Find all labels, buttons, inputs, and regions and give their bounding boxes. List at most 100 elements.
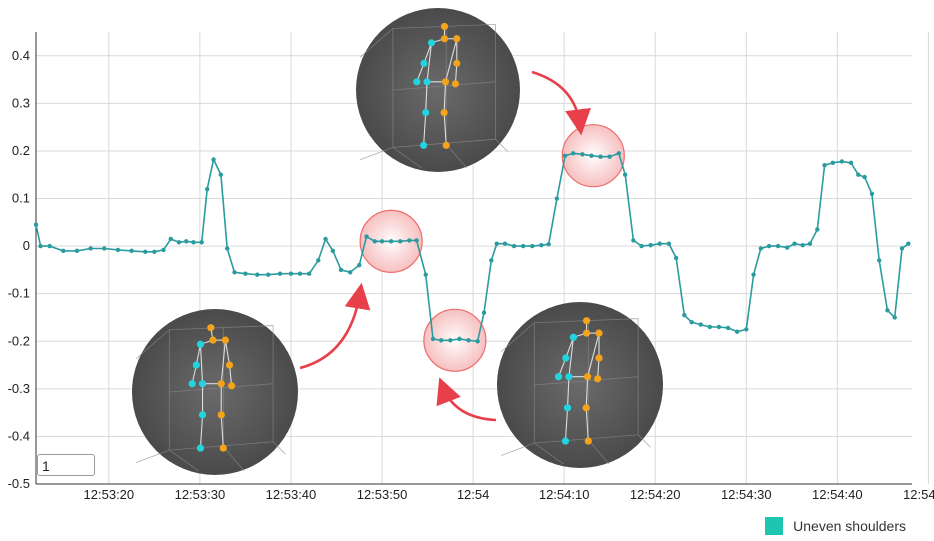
joint-right [582,404,590,412]
x-tick-label: 12:53:20 [84,487,135,502]
joint-left [196,340,205,348]
data-point [481,310,487,315]
data-point [176,240,182,245]
x-tick-label: 12:53:50 [357,487,408,502]
skeleton-inset [132,309,298,475]
joint-right [582,329,591,337]
data-point [869,191,875,196]
joint-right [440,22,449,31]
zoom-input[interactable]: 1 [37,454,95,476]
data-point [607,154,612,159]
data-point [751,272,756,277]
joint-left [422,108,430,117]
joint-left [198,411,207,419]
data-point [639,243,644,249]
data-point [379,239,385,244]
data-point [466,338,471,343]
data-point [766,243,772,249]
data-point [338,267,344,273]
data-point [673,255,679,261]
data-point [530,243,535,249]
joint-right [221,336,229,344]
data-point [571,151,576,156]
data-point [792,241,797,246]
joint-right [594,375,602,383]
x-tick-label: 12:53:30 [175,487,226,502]
data-point [807,241,813,246]
data-point [129,248,134,254]
data-point [800,242,805,248]
data-point [511,243,517,249]
data-point [885,308,890,313]
data-point [906,241,911,246]
joint-left [427,39,436,47]
data-point [414,238,419,243]
y-tick-label: -0.5 [8,476,30,491]
data-point [589,153,594,158]
joint-right [209,336,217,344]
joint-left [192,361,200,369]
y-tick-label: 0.4 [12,48,30,63]
data-point [689,320,694,325]
data-point [61,248,66,254]
data-point [775,243,781,249]
y-tick-label: -0.2 [8,333,30,348]
data-point [546,242,551,247]
data-point [218,172,224,177]
joint-left [569,333,578,341]
joint-left [198,380,207,388]
joint-right [584,437,592,445]
data-point [494,241,499,246]
data-point [682,312,687,318]
joint-right [207,324,215,332]
skeleton-insets [132,8,663,475]
data-point [225,246,230,251]
data-point [475,339,480,344]
data-point [372,239,377,244]
inset-background [132,309,298,475]
data-point [306,271,312,276]
data-point [554,196,560,201]
joint-right [227,382,236,390]
joint-left [196,444,205,452]
joint-right [453,35,461,43]
y-tick-label: -0.4 [8,428,30,443]
data-point [423,272,428,277]
joint-left [413,78,421,86]
joint-left [420,59,428,67]
data-point [631,238,636,243]
data-point [347,270,353,275]
data-point [734,329,740,334]
data-point [430,336,436,342]
data-point [388,239,394,244]
data-point [830,160,835,166]
skeleton-inset [356,8,520,172]
data-point [143,249,148,255]
data-point [297,271,303,276]
data-point [899,246,905,251]
data-point [161,247,166,253]
data-point [439,338,444,343]
series-layer [33,151,911,344]
joint-left [562,354,570,362]
joint-left [420,141,428,149]
data-point [232,270,237,275]
x-tick-label: 12:54:30 [721,487,772,502]
joint-right [217,380,225,388]
data-point [316,258,321,263]
joint-right [442,141,450,149]
joint-right [583,373,592,381]
data-point [266,272,271,277]
data-point [102,246,107,251]
data-point [648,242,653,248]
data-point [744,327,749,332]
data-point [364,234,369,239]
joint-right [440,108,448,117]
legend-swatch [765,517,784,535]
data-point [892,315,897,320]
data-point [877,258,882,263]
joint-right [219,444,227,452]
x-tick-label: 12:54:50 [903,487,934,502]
joint-right [441,78,450,86]
